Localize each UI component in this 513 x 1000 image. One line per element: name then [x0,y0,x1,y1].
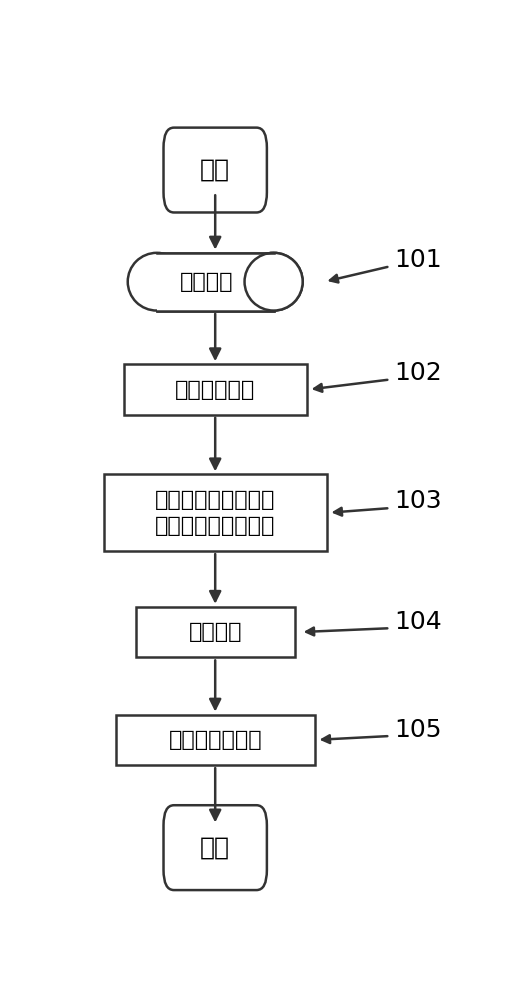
Text: 取符号位: 取符号位 [188,622,242,642]
Text: 结束: 结束 [200,836,230,860]
Text: 连续相位调制: 连续相位调制 [175,379,255,399]
Bar [157,253,273,311]
Text: 105: 105 [394,718,442,742]
FancyBboxPatch shape [164,128,267,212]
Text: 103: 103 [394,489,442,513]
Text: 开始: 开始 [200,158,230,182]
Ellipse shape [245,253,303,311]
Text: 101: 101 [394,248,442,272]
Bar [116,715,314,765]
Ellipse shape [128,253,186,311]
Text: 102: 102 [394,361,442,385]
Text: 104: 104 [394,610,442,634]
Bar [104,474,326,551]
Bar [124,364,307,415]
Text: 同步序列: 同步序列 [180,272,233,292]
Bar [135,607,294,657]
Bar [157,253,273,311]
Text: 生成本地同步码: 生成本地同步码 [168,730,262,750]
Text: 当前数据的正切值减
前一个数据的正切值: 当前数据的正切值减 前一个数据的正切值 [155,489,275,536]
FancyBboxPatch shape [164,805,267,890]
Ellipse shape [245,253,303,311]
